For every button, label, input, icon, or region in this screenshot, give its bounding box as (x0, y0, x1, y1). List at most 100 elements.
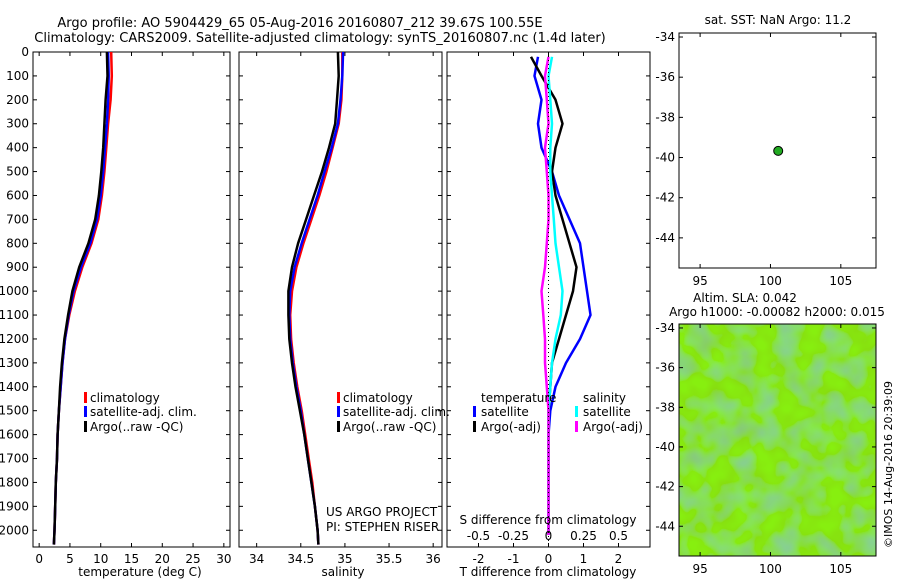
series-s-argo-adj- (540, 56, 550, 535)
y-tick-label: 1100 (0, 308, 29, 322)
series-argo-raw-qc- (287, 51, 340, 545)
s-difference-label: S difference from climatology (460, 513, 637, 527)
y-tick-label: 400 (6, 141, 29, 155)
y-tick-label: 1400 (0, 380, 29, 394)
x-tick-label: -2 (473, 552, 485, 566)
lat-tick-label: -38 (655, 110, 675, 124)
sst-map-title: sat. SST: NaN Argo: 11.2 (705, 13, 852, 27)
legend-swatch-s-argo (575, 421, 578, 432)
lat-tick-label: -38 (655, 400, 675, 414)
lat-tick-label: -44 (655, 519, 675, 533)
t-difference-xlabel: T difference from climatology (459, 565, 637, 579)
lon-tick-label: 105 (829, 274, 852, 288)
y-tick-label: 700 (6, 212, 29, 226)
x-tick-label: 30 (216, 552, 231, 566)
legend-swatch-argo (337, 421, 340, 432)
x-tick-label: 20 (155, 552, 170, 566)
map-frame (678, 323, 877, 557)
credit-pi: PI: STEPHEN RISER (326, 520, 439, 534)
map-frame (678, 32, 877, 269)
legend-swatch-t-argo (473, 421, 476, 432)
y-tick-label: 1800 (0, 475, 29, 489)
sal-legend-satellite: satellite-adj. clim. (343, 405, 450, 419)
lon-tick-label: 100 (759, 562, 782, 576)
s-tick-label: 0 (545, 529, 553, 543)
legend-swatch-argo (84, 421, 87, 432)
lat-tick-label: -42 (655, 480, 675, 494)
y-tick-label: 900 (6, 260, 29, 274)
figure-title-line1: Argo profile: AO 5904429_65 05-Aug-2016 … (57, 16, 542, 31)
y-tick-label: 300 (6, 117, 29, 131)
sst-map-panel: -34 -36 -38 -40 -42 -44 95 100 105 (655, 30, 877, 288)
y-tick-label: 1700 (0, 452, 29, 466)
s-tick-label: 0.5 (609, 529, 628, 543)
x-tick-label: 25 (185, 552, 200, 566)
y-tick-label: 1200 (0, 332, 29, 346)
x-tick-label: 34 (249, 552, 264, 566)
y-tick-label: 200 (6, 93, 29, 107)
figure-title-line2: Climatology: CARS2009. Satellite-adjuste… (34, 31, 606, 46)
y-tick-label: 2000 (0, 523, 29, 537)
y-tick-label: 600 (6, 188, 29, 202)
lat-tick-label: -40 (655, 440, 675, 454)
legend-swatch-satellite (84, 406, 87, 417)
axes-frame (238, 51, 443, 548)
x-tick-label: 10 (93, 552, 108, 566)
lat-tick-label: -36 (655, 70, 675, 84)
temp-legend-argo: Argo(..raw -QC) (90, 420, 183, 434)
lat-tick-label: -44 (655, 231, 675, 245)
y-tick-label: 1600 (0, 428, 29, 442)
y-tick-label: 1900 (0, 499, 29, 513)
lat-tick-label: -34 (655, 30, 675, 44)
lon-tick-label: 95 (692, 274, 707, 288)
difference-panel: -2 -1 0 1 2 -0.5 -0.25 0 0.25 0.5 (446, 51, 651, 566)
x-tick-label: 0 (545, 552, 553, 566)
s-tick-label: -0.25 (498, 529, 529, 543)
diff-legend-t-satellite: satellite (481, 405, 529, 419)
legend-swatch-t-satellite (473, 406, 476, 417)
s-tick-label: 0.25 (570, 529, 597, 543)
x-tick-label: 1 (580, 552, 588, 566)
sla-title-line2: Argo h1000: -0.00082 h2000: 0.015 (669, 305, 885, 319)
y-tick-label: 1000 (0, 284, 29, 298)
y-tick-label: 0 (21, 45, 29, 59)
sla-field (679, 324, 876, 556)
lat-tick-label: -40 (655, 151, 675, 165)
diff-legend-s-argo: Argo(-adj) (583, 420, 643, 434)
sal-legend-climatology: climatology (343, 391, 413, 405)
legend-swatch-satellite (337, 406, 340, 417)
y-tick-label: 100 (6, 69, 29, 83)
lon-tick-label: 105 (829, 562, 852, 576)
y-tick-label: 1500 (0, 404, 29, 418)
temperature-xlabel: temperature (deg C) (78, 565, 201, 579)
x-tick-label: 35 (337, 552, 352, 566)
x-tick-label: 34.5 (287, 552, 314, 566)
sla-map-panel: -34 -36 -38 -40 -42 -44 95 100 105 (655, 321, 877, 576)
temperature-panel: 0 5 10 15 20 25 300100200300400500600700800900… (0, 45, 231, 566)
x-tick-label: 5 (66, 552, 74, 566)
legend-swatch-climatology (84, 392, 87, 403)
lon-tick-label: 95 (692, 562, 707, 576)
sla-title-line1: Altim. SLA: 0.042 (693, 291, 797, 305)
salinity-xlabel: salinity (321, 565, 364, 579)
axes-frame (32, 51, 231, 548)
lat-tick-label: -42 (655, 191, 675, 205)
x-tick-label: 36 (426, 552, 441, 566)
salinity-panel: 34 34.5 35 35.5 36 (238, 51, 443, 566)
legend-swatch-climatology (337, 392, 340, 403)
diff-legend-t-argo: Argo(-adj) (481, 420, 541, 434)
lat-tick-label: -34 (655, 321, 675, 335)
float-position-marker (773, 145, 784, 156)
imos-watermark: ©IMOS 14-Aug-2016 20:39:09 (882, 381, 895, 548)
x-tick-label: 0 (35, 552, 43, 566)
y-tick-label: 800 (6, 236, 29, 250)
s-tick-label: -0.5 (467, 529, 490, 543)
series-argo-raw-qc- (52, 51, 109, 545)
x-tick-label: 35.5 (376, 552, 403, 566)
diff-legend-sal-title: salinity (583, 391, 626, 405)
lat-tick-label: -36 (655, 361, 675, 375)
y-tick-label: 1300 (0, 356, 29, 370)
credit-project: US ARGO PROJECT (326, 505, 438, 519)
lon-tick-label: 100 (759, 274, 782, 288)
